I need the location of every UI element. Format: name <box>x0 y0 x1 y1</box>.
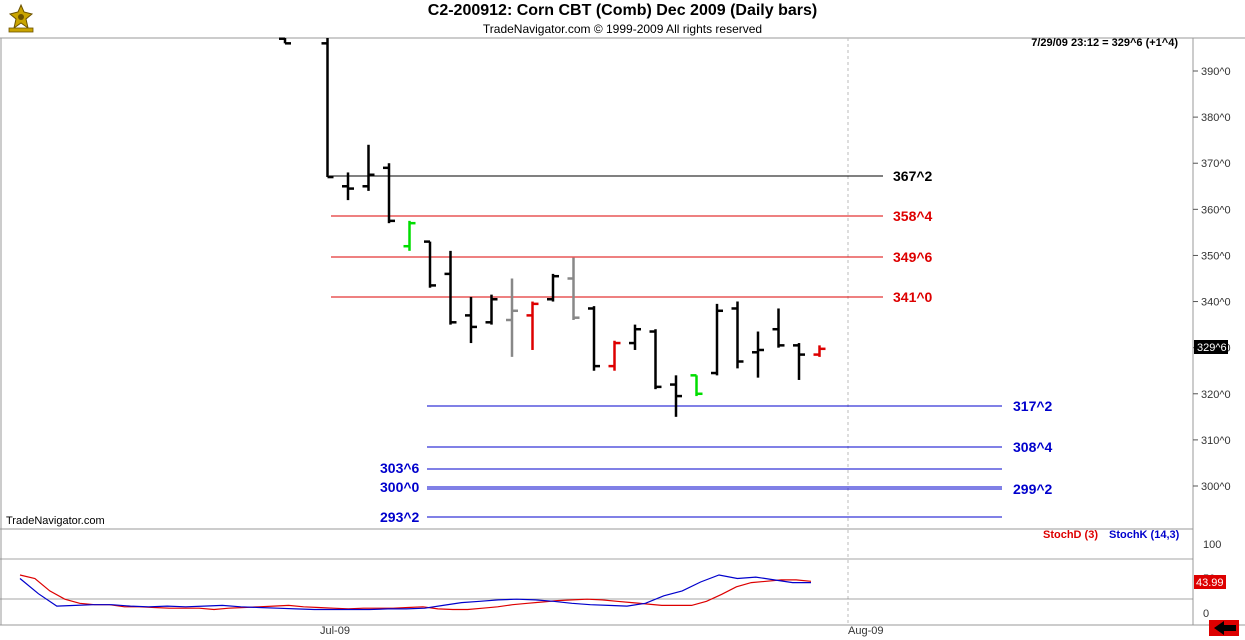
ind-axis-100: 100 <box>1203 539 1221 551</box>
time-label-jul: Jul-09 <box>320 625 350 637</box>
stochd-legend: StochD (3) <box>1043 529 1098 541</box>
price-tick-label: 390^0 <box>1201 66 1231 78</box>
level-label: 358^4 <box>893 208 933 224</box>
price-bars <box>279 37 826 417</box>
level-label: 349^6 <box>893 249 933 265</box>
level-label: 317^2 <box>1013 398 1053 414</box>
stoch-series-line <box>19 574 811 611</box>
chart-frame <box>0 37 1245 626</box>
level-label: 293^2 <box>380 509 420 525</box>
level-label: 367^2 <box>893 168 933 184</box>
level-label: 308^4 <box>1013 439 1053 455</box>
stoch-series-line <box>19 574 812 611</box>
price-tick-label: 350^0 <box>1201 250 1231 262</box>
scroll-left-arrow-icon[interactable] <box>1209 620 1239 636</box>
price-tick-label: 380^0 <box>1201 112 1231 124</box>
stochastic-lines <box>19 574 812 611</box>
watermark: TradeNavigator.com <box>6 515 105 527</box>
price-tick-label: 320^0 <box>1201 389 1231 401</box>
price-tick-label: 300^0 <box>1201 481 1231 493</box>
last-price-box: 329^6 <box>1194 340 1228 354</box>
price-tick-label: 340^0 <box>1201 297 1231 309</box>
price-levels: 367^2 358^4 349^6 341^0 317^2 308^4 303^6 300^0… <box>329 168 1053 525</box>
level-label: 299^2 <box>1013 481 1053 497</box>
chart-subtitle: TradeNavigator.com © 1999-2009 All right… <box>482 22 763 36</box>
price-readout: 7/29/09 23:12 = 329^6 (+1^4) <box>1031 37 1178 49</box>
ind-axis-0: 0 <box>1203 608 1209 620</box>
price-axis: 390^0380^0370^0360^0350^0340^0330^0320^0… <box>1193 66 1231 493</box>
last-price-label: 329^6 <box>1197 342 1227 354</box>
trade-navigator-logo-icon[interactable] <box>4 2 38 34</box>
stochk-legend: StochK (14,3) <box>1109 529 1180 541</box>
level-label: 341^0 <box>893 289 933 305</box>
price-tick-label: 310^0 <box>1201 435 1231 447</box>
price-tick-label: 360^0 <box>1201 204 1231 216</box>
chart-title: C2-200912: Corn CBT (Comb) Dec 2009 (Dai… <box>427 2 818 19</box>
level-label: 303^6 <box>380 460 420 476</box>
level-label: 300^0 <box>380 479 420 495</box>
price-tick-label: 370^0 <box>1201 158 1231 170</box>
stoch-last-value-box: 43.99 <box>1194 575 1226 589</box>
time-label-aug: Aug-09 <box>848 625 883 637</box>
stoch-last-value: 43.99 <box>1196 577 1224 589</box>
